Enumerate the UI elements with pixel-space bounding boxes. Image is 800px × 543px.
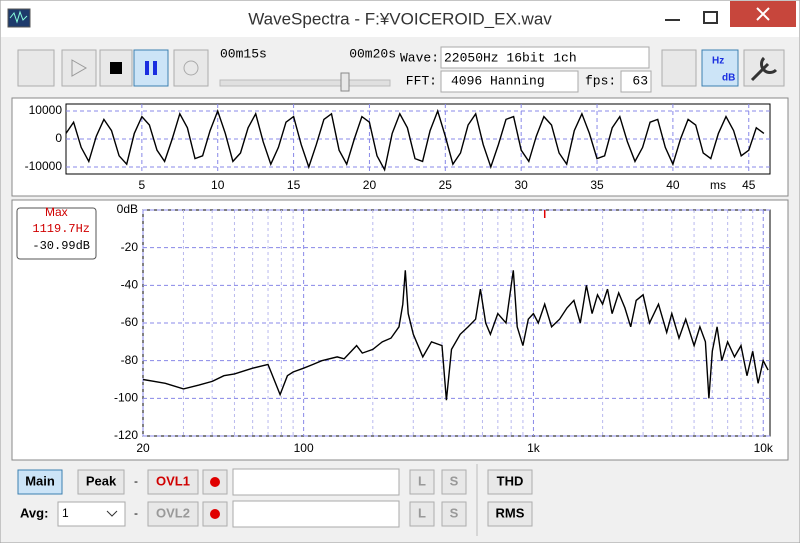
x-tick-label: 5 [139,178,146,192]
x-tick-label: 45 [742,178,756,192]
thd-button[interactable] [487,469,533,495]
l1-label: L [418,473,426,488]
main-label: Main [25,473,55,488]
play-button[interactable] [61,49,97,87]
avg-label: Avg: [20,505,48,520]
settings-icon [750,56,778,82]
pause-button[interactable] [133,49,169,87]
log-button[interactable] [661,49,697,87]
pause-icon [145,61,149,75]
x-tick-label: 35 [590,178,604,192]
thd-label: THD [497,473,524,488]
avg-value: 1 [62,506,69,520]
x-tick-label: 30 [514,178,528,192]
x-tick-label: 15 [287,178,301,192]
record-icon [210,509,220,519]
close-icon [756,7,770,21]
s2-label: S [450,505,459,520]
y-tick-label: -60 [121,315,139,329]
fps-label: fps: [585,73,616,88]
window-title: WaveSpectra - F:¥VOICEROID_EX.wav [248,9,552,28]
y-tick-label: 0 [55,131,62,145]
repeat-icon [183,60,199,76]
s2-button[interactable] [441,501,467,527]
fft-label: FFT: [406,73,437,88]
y-tick-label: 0dB [117,202,138,216]
data-line [65,108,765,172]
y-tick-label: -10000 [25,159,63,173]
record-icon [210,477,220,487]
l1-button[interactable] [409,469,435,495]
stop-icon [110,62,122,74]
data-line [142,270,769,401]
time-start: 00m15s [220,46,267,61]
rms-label: RMS [496,505,525,520]
app-icon [7,8,31,28]
x-tick-label: 20 [363,178,377,192]
peak-button-label: Peak [86,473,117,488]
x-tick-label: 100 [294,441,314,455]
s1-label: S [450,473,459,488]
x-tick-label: 20 [136,441,150,455]
x-axis-label: ms [710,178,726,192]
l2-button[interactable] [409,501,435,527]
s1-button[interactable] [441,469,467,495]
ovl2-button[interactable] [147,501,199,527]
repeat-button[interactable] [173,49,209,87]
peak-box [16,207,97,260]
app-icon-wave [9,10,28,24]
x-tick-label: 40 [666,178,680,192]
time-end: 00m20s [349,46,396,61]
y-tick-label: -20 [121,240,139,254]
open-button[interactable] [17,49,55,87]
y-tick-label: -100 [114,391,138,405]
play-icon [71,59,88,77]
maximize-button[interactable] [703,11,718,24]
x-tick-label: 1k [527,441,541,455]
ovl2-label: OVL2 [156,505,190,520]
fft-box [440,70,579,93]
fft-value: 4096 Hanning [451,73,545,88]
scale-icon-hz: Hz [712,56,724,67]
peak-button[interactable] [77,469,125,495]
x-tick-label: 10k [754,441,774,455]
pause-icon [153,61,157,75]
ovl2-name[interactable] [232,500,400,528]
dash: - [134,474,138,488]
scale-button[interactable] [701,49,739,87]
peak-level: -30.99dB [32,239,90,253]
position-slider[interactable] [219,79,391,87]
ovl1-label: OVL1 [156,473,190,488]
peak-frequency: 1119.7Hz [32,222,90,236]
y-tick-label: -40 [121,278,139,292]
wave-label: Wave: [400,50,439,65]
dropdown-arrow [106,510,118,517]
wave-value: 22050Hz 16bit 1ch [444,50,577,65]
l2-label: L [418,505,426,520]
y-tick-label: -80 [121,353,139,367]
fps-value: 63 [632,73,648,88]
rms-button[interactable] [487,501,533,527]
peak-label: Max [45,205,68,219]
wave-box [440,46,650,69]
dash: - [134,506,138,520]
ovl1-button[interactable] [147,469,199,495]
ovl1-name[interactable] [232,468,400,496]
y-tick-label: 10000 [29,103,63,117]
x-tick-label: 10 [211,178,225,192]
main-button[interactable] [17,469,63,495]
slider-thumb[interactable] [340,72,350,92]
plot-area [142,209,771,437]
x-tick-label: 25 [439,178,453,192]
y-tick-label: -120 [114,428,138,442]
fps-box [620,70,652,93]
scale-icon-db: dB [722,73,735,84]
